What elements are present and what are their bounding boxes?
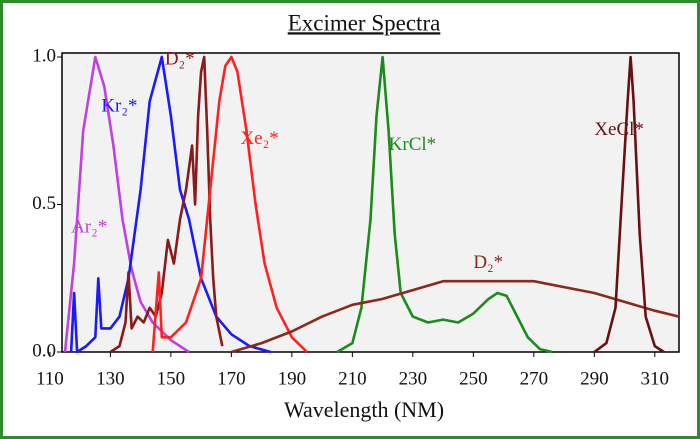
- x-tick-label: 310: [641, 368, 670, 389]
- x-tick-label: 210: [338, 368, 367, 389]
- series-label: KrCl*: [389, 134, 437, 155]
- series-line: [69, 55, 272, 354]
- series-line: [231, 279, 680, 354]
- series-label: Kr₂*: [101, 96, 137, 117]
- x-tick-label: 130: [96, 368, 125, 389]
- series-line: [109, 55, 224, 354]
- x-tick-label: 170: [217, 368, 246, 389]
- x-tick-label: 230: [399, 368, 428, 389]
- chart-title: Excimer Spectra: [288, 10, 441, 35]
- series-line: [593, 55, 665, 354]
- y-tick-label: 0.0: [32, 340, 56, 361]
- series-label: D₂*: [165, 48, 195, 69]
- series-label: XeCl*: [594, 119, 644, 140]
- x-tick-label: 250: [459, 368, 488, 389]
- x-tick-label: 110: [36, 368, 64, 389]
- y-tick-label: 1.0: [32, 45, 56, 66]
- x-tick-label: 290: [580, 368, 609, 389]
- x-tick-label: 150: [157, 368, 186, 389]
- series-label: Xe₂*: [240, 128, 278, 149]
- x-tick-label: 190: [278, 368, 307, 389]
- series-line: [336, 55, 553, 354]
- y-tick-label: 0.5: [32, 193, 56, 214]
- series-label: Ar₂*: [71, 216, 107, 237]
- x-axis-label: Wavelength (NM): [284, 397, 444, 422]
- x-tick-label: 270: [520, 368, 549, 389]
- series-label: D₂*: [473, 252, 503, 273]
- series-line: [151, 55, 308, 353]
